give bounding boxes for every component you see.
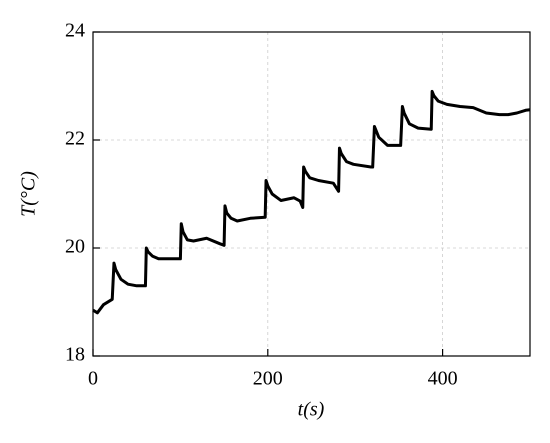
x-tick-label: 400 (428, 368, 458, 390)
y-tick-label: 22 (65, 128, 85, 150)
y-axis-label: T(°C) (18, 171, 40, 217)
x-tick-label: 0 (88, 368, 98, 390)
x-tick-label: 200 (253, 368, 283, 390)
plot-frame (92, 31, 531, 357)
y-tick-label: 24 (65, 20, 85, 42)
y-tick-label: 20 (65, 236, 85, 258)
data-line (92, 89, 531, 315)
x-axis-label: t(s) (298, 399, 325, 421)
y-tick-label: 18 (65, 344, 85, 366)
